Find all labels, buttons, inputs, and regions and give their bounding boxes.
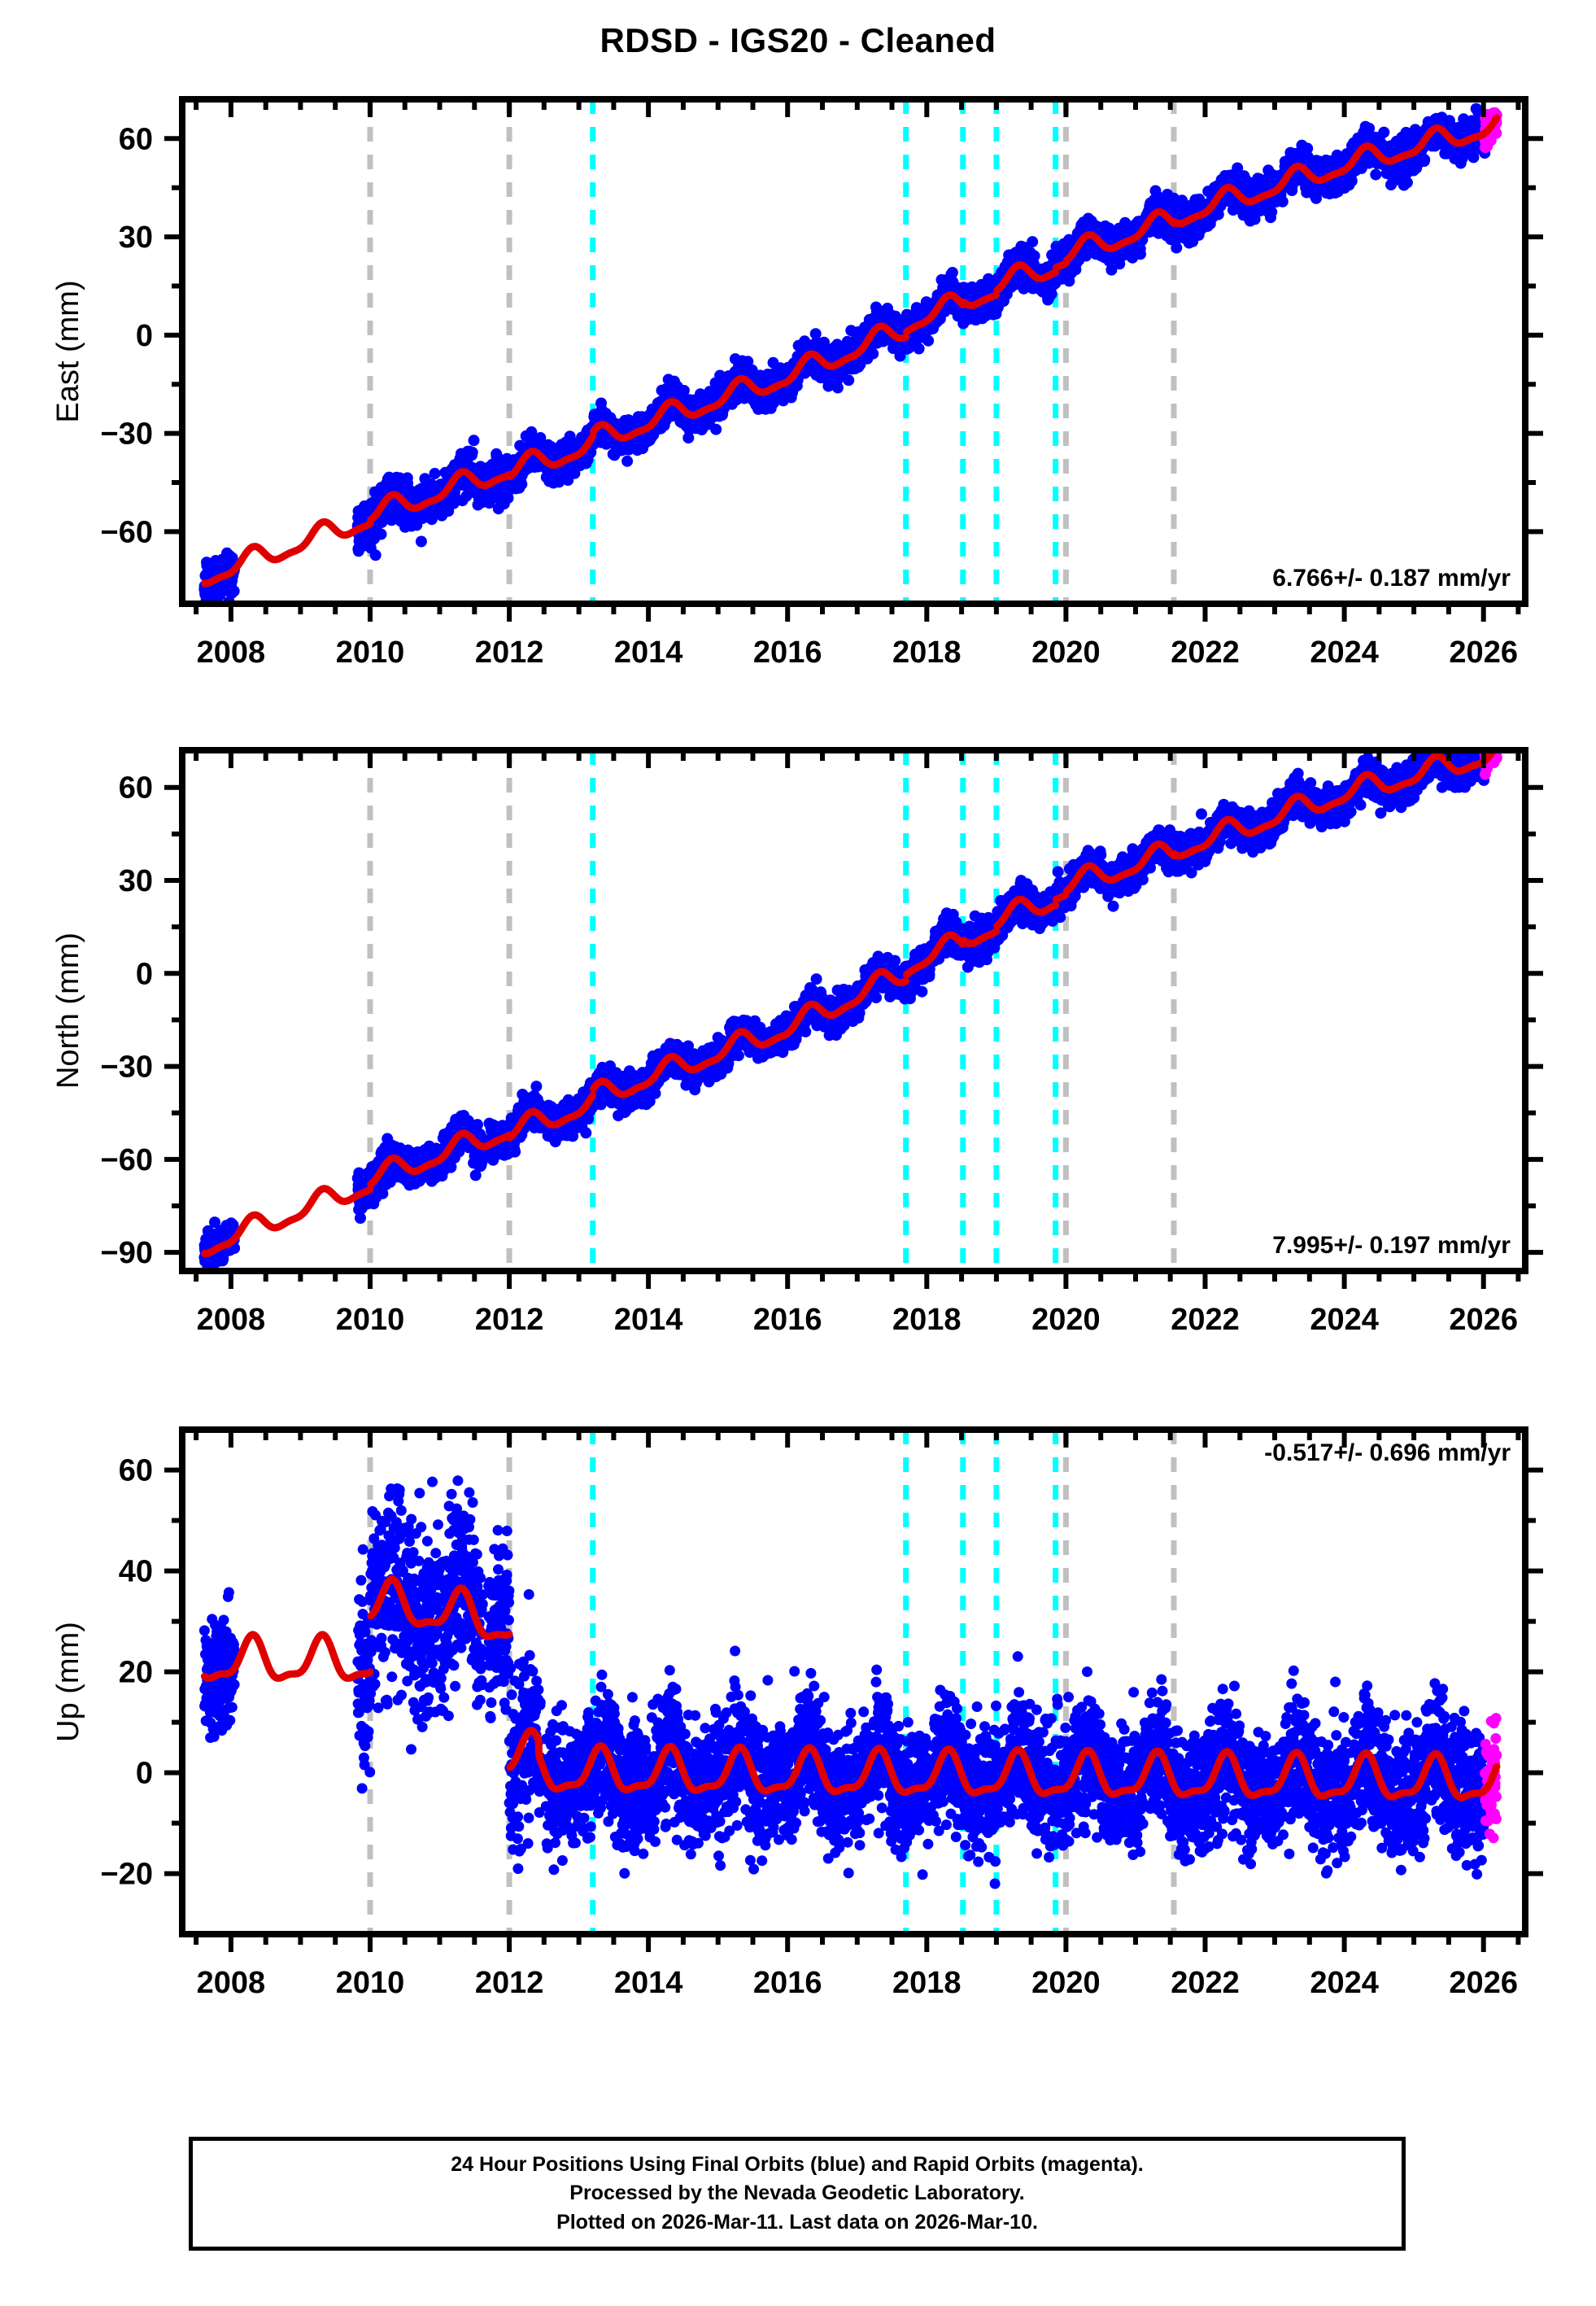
panel-east: 2008 2010 2012 2014 2016 2018 2020 2022 2024 2026… bbox=[20, 75, 1596, 693]
panel-up: 2008 2010 2012 2014 2016 2018 2020 2022 2024 2026… bbox=[20, 1405, 1596, 2024]
caption-box: 24 Hour Positions Using Final Orbits (bl… bbox=[189, 2137, 1406, 2251]
data-points-final-orbits bbox=[198, 1475, 1490, 1889]
page-title: RDSD - IGS20 - Cleaned bbox=[600, 21, 996, 59]
caption-line-1: 24 Hour Positions Using Final Orbits (bl… bbox=[451, 2152, 1144, 2176]
panel-north: 2008 2010 2012 2014 2016 2018 2020 2022 2024 2026… bbox=[20, 726, 1596, 1360]
caption-line-3: Plotted on 2026-Mar-11. Last data on 202… bbox=[556, 2210, 1038, 2234]
caption-line-2: Processed by the Nevada Geodetic Laborat… bbox=[569, 2182, 1025, 2205]
